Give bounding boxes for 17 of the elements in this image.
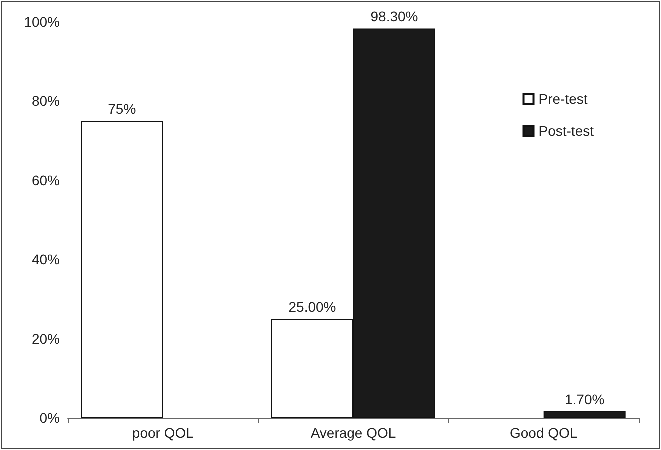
data-label: 25.00% xyxy=(288,299,336,315)
x-tick-label: poor QOL xyxy=(132,425,194,441)
x-tick-label: Average QOL xyxy=(310,425,396,441)
y-tick-label: 80% xyxy=(32,93,60,110)
y-tick-label: 0% xyxy=(40,410,60,426)
bar xyxy=(544,411,626,418)
x-tick-label: Good QOL xyxy=(510,425,578,441)
legend-label: Post-test xyxy=(538,123,594,139)
data-label: 75% xyxy=(108,101,136,117)
y-tick-label: 60% xyxy=(32,172,60,188)
y-tick-label: 20% xyxy=(32,330,60,347)
bar xyxy=(81,121,164,418)
data-label: 1.70% xyxy=(564,391,605,408)
data-label: 98.30% xyxy=(370,8,418,25)
legend-label: Pre-test xyxy=(538,91,588,107)
y-tick-label: 100% xyxy=(24,14,60,30)
y-tick-label: 40% xyxy=(32,252,60,268)
